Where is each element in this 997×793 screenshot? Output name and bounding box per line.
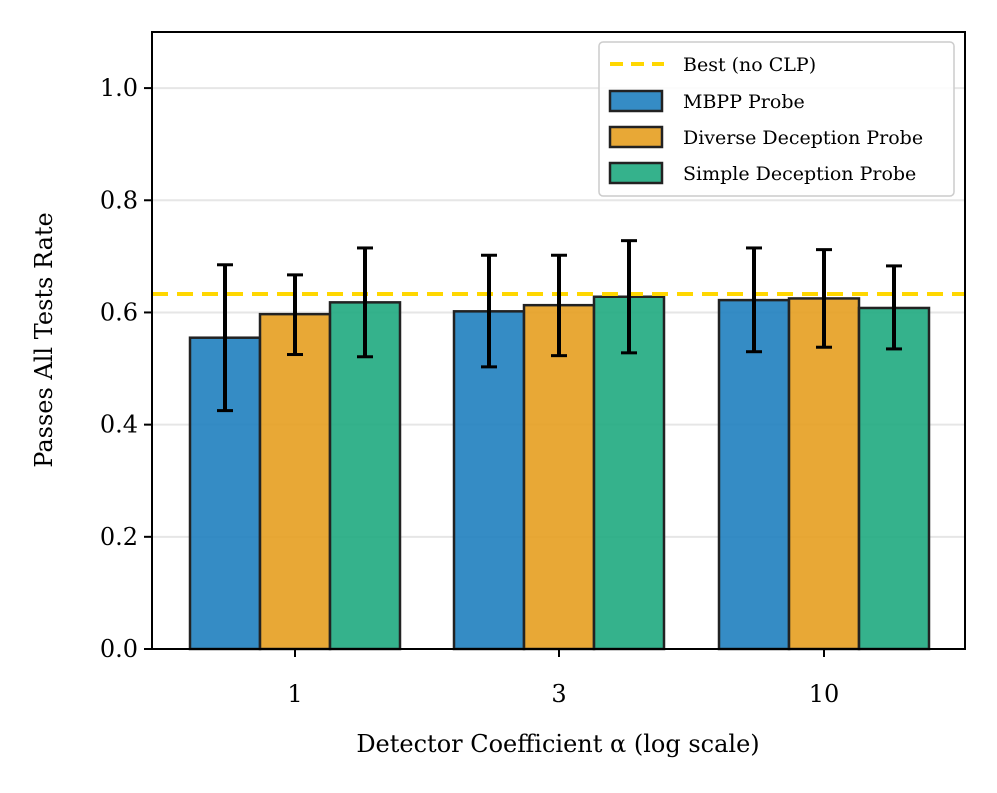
legend-swatch — [608, 161, 664, 185]
y-tick-label: 1.0 — [100, 74, 138, 102]
x-axis-label: Detector Coefficient α (log scale) — [356, 730, 759, 758]
y-tick-label: 0.8 — [100, 186, 138, 214]
bar — [857, 306, 931, 651]
legend-label: MBPP Probe — [683, 91, 805, 113]
bar — [258, 312, 332, 651]
legend: Best (no CLP) MBPP Probe Diverse Deception… — [598, 41, 955, 197]
legend-label: Best (no CLP) — [683, 54, 816, 76]
bar — [592, 295, 666, 651]
x-tick-label: 3 — [551, 680, 566, 708]
legend-label: Simple Deception Probe — [683, 163, 916, 185]
error-bars — [217, 239, 902, 413]
x-tick-label: 10 — [809, 680, 840, 708]
bar — [328, 301, 402, 651]
y-tick-label: 0.2 — [100, 523, 138, 551]
legend-swatch — [608, 125, 664, 149]
y-axis-label: Passes All Tests Rate — [30, 212, 58, 468]
legend-swatch — [608, 89, 664, 113]
y-tick-label: 0.0 — [100, 635, 138, 663]
y-axis: 0.0 0.2 0.4 0.6 0.8 1.0 — [100, 74, 152, 663]
bars — [188, 295, 931, 651]
y-tick-label: 0.4 — [100, 411, 138, 439]
x-tick-label: 1 — [287, 680, 302, 708]
bar — [787, 297, 861, 651]
y-tick-label: 0.6 — [100, 298, 138, 326]
x-axis: 1 3 10 — [287, 649, 839, 708]
legend-label: Diverse Deception Probe — [683, 127, 923, 149]
legend-box — [598, 41, 955, 197]
